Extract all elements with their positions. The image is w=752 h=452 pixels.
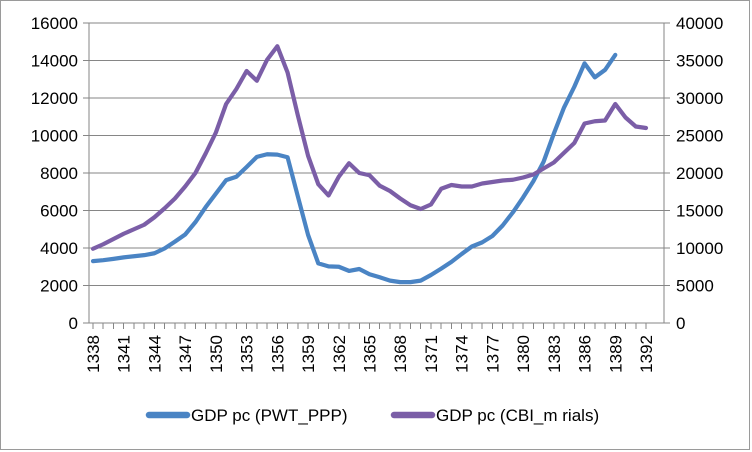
left-axis-tick-label: 6000 [40, 202, 78, 221]
right-axis-tick-label: 25000 [676, 127, 723, 146]
left-axis-tick-label: 14000 [31, 52, 78, 71]
x-axis-tick-label: 1353 [238, 335, 257, 373]
left-axis: 0 2000 4000 6000 8000 10000 12000 14000 16000 [31, 14, 90, 333]
x-axis-tick-label: 1380 [514, 335, 533, 373]
left-axis-tick-label: 2000 [40, 277, 78, 296]
right-axis: 0 5000 10000 15000 20000 25000 30000 35000 40000 [663, 14, 723, 333]
right-axis-tick-label: 15000 [676, 202, 723, 221]
legend-label-1: GDP pc (PWT_PPP) [191, 406, 348, 425]
x-axis-tick-label: 1392 [637, 335, 656, 373]
right-axis-tick-label: 40000 [676, 14, 723, 33]
series-group [90, 44, 649, 285]
x-axis-tick-label: 1356 [268, 335, 287, 373]
x-axis-tick-label: 1347 [176, 335, 195, 373]
legend-label-2: GDP pc (CBI_m rials) [436, 406, 599, 425]
x-axis-tick-label: 1365 [361, 335, 380, 373]
right-axis-tick-label: 20000 [676, 164, 723, 183]
gridlines [89, 22, 664, 324]
x-axis-tick-label: 1383 [545, 335, 564, 373]
x-axis-tick-label: 1344 [145, 335, 164, 373]
x-axis [89, 322, 664, 329]
x-axis-tick-label: 1386 [576, 335, 595, 373]
x-axis-tick-label: 1362 [330, 335, 349, 373]
left-axis-tick-label: 12000 [31, 89, 78, 108]
x-axis-tick-label: 1389 [606, 335, 625, 373]
right-axis-tick-label: 10000 [676, 239, 723, 258]
left-axis-tick-label: 16000 [31, 14, 78, 33]
left-axis-tick-label: 8000 [40, 164, 78, 183]
x-axis-tick-label: 1338 [84, 335, 103, 373]
x-axis-tick-label: 1341 [115, 335, 134, 373]
x-axis-tick-label: 1368 [391, 335, 410, 373]
series-line-2 [90, 44, 649, 251]
left-axis-tick-label: 10000 [31, 127, 78, 146]
x-axis-labels: 1338 1341 1344 1347 1350 1353 1356 1359 1362 1365… [84, 335, 656, 373]
left-axis-tick-label: 4000 [40, 239, 78, 258]
right-axis-tick-label: 5000 [676, 277, 714, 296]
right-axis-tick-label: 0 [676, 314, 685, 333]
legend: GDP pc (PWT_PPP) GDP pc (CBI_m rials) [145, 406, 599, 425]
x-axis-tick-label: 1374 [453, 335, 472, 373]
x-axis-tick-label: 1377 [483, 335, 502, 373]
x-axis-tick-label: 1359 [299, 335, 318, 373]
right-axis-tick-label: 30000 [676, 89, 723, 108]
x-axis-tick-label: 1350 [207, 335, 226, 373]
right-axis-tick-label: 35000 [676, 52, 723, 71]
x-axis-tick-label: 1371 [422, 335, 441, 373]
series-line-1 [90, 52, 618, 285]
left-axis-tick-label: 0 [69, 314, 78, 333]
